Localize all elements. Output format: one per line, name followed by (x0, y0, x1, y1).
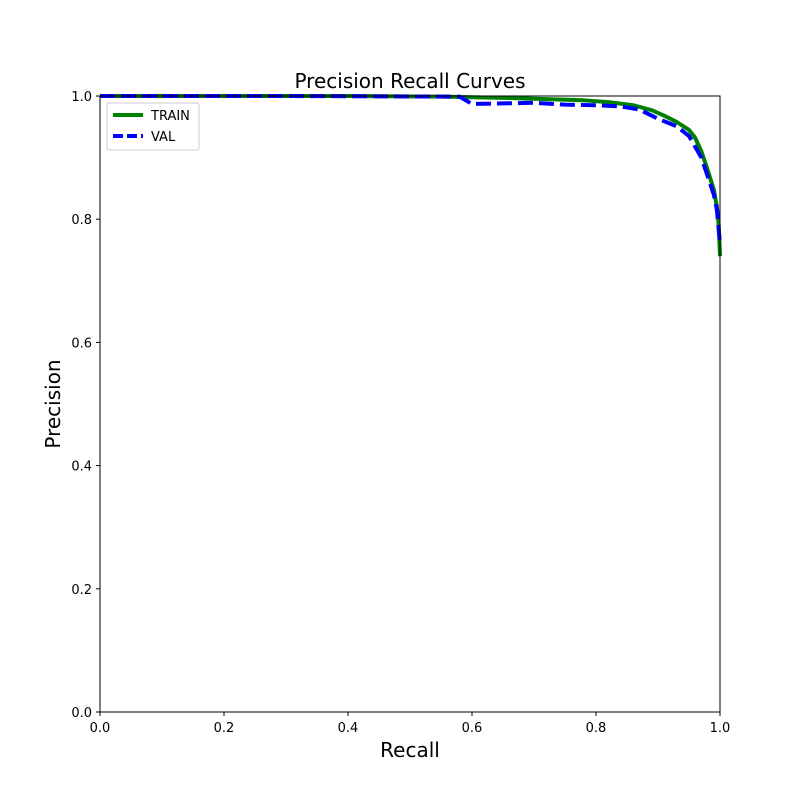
y-tick-label: 0.6 (71, 336, 92, 351)
x-tick-label: 0.8 (586, 721, 607, 736)
y-axis-title: Precision (41, 359, 65, 448)
series-line-val (100, 94, 722, 245)
y-tick-label: 0.2 (71, 583, 92, 598)
x-tick-label: 0.6 (462, 721, 483, 736)
x-tick-label: 0.2 (214, 721, 235, 736)
x-tick-label: 0.0 (90, 721, 111, 736)
y-tick-label: 0.0 (71, 706, 92, 721)
chart-title: Precision Recall Curves (294, 69, 525, 93)
x-tick-label: 0.4 (338, 721, 359, 736)
legend: TRAIN VAL (106, 102, 200, 151)
plot-layer (100, 94, 722, 257)
x-tick-label: 1.0 (710, 721, 731, 736)
y-tick-label: 0.4 (71, 460, 92, 475)
y-tick-label: 0.8 (71, 213, 92, 228)
x-axis-ticks: 0.0 0.2 0.4 0.6 0.8 1.0 (90, 712, 731, 736)
legend-label-val: VAL (151, 130, 176, 145)
x-axis-title: Recall (380, 738, 440, 762)
plot-frame (99, 95, 721, 713)
y-tick-label: 1.0 (71, 90, 92, 105)
legend-label-train: TRAIN (150, 109, 190, 124)
y-axis-ticks: 0.0 0.2 0.4 0.6 0.8 1.0 (71, 90, 100, 721)
